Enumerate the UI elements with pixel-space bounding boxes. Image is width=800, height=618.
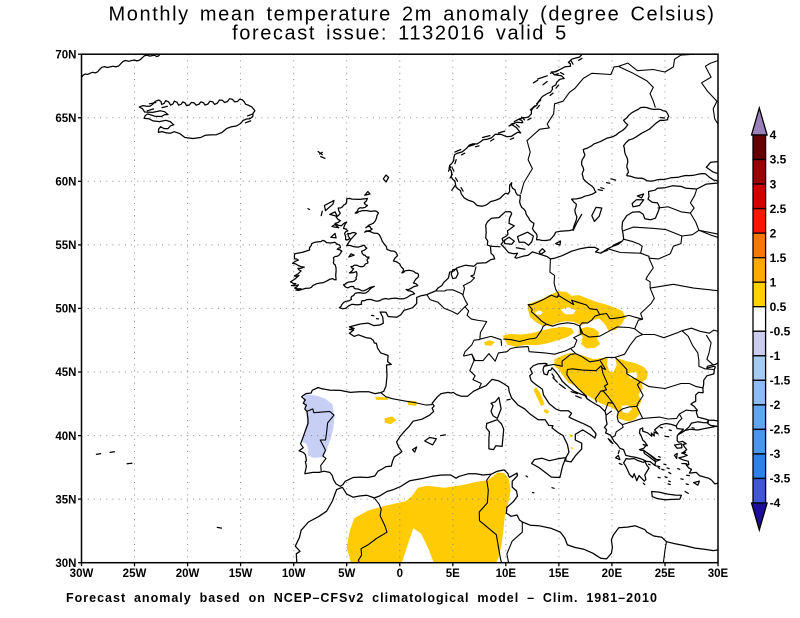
svg-text:40N: 40N (55, 431, 76, 443)
svg-text:-3: -3 (770, 447, 781, 461)
svg-text:2.5: 2.5 (770, 202, 787, 216)
svg-text:60N: 60N (55, 177, 76, 189)
svg-text:10W: 10W (282, 568, 306, 580)
svg-text:15W: 15W (229, 568, 253, 580)
svg-text:45N: 45N (55, 367, 76, 379)
svg-text:-2.5: -2.5 (770, 423, 791, 437)
svg-text:1: 1 (770, 275, 777, 289)
svg-text:25E: 25E (655, 568, 676, 580)
svg-text:20E: 20E (602, 568, 623, 580)
svg-text:70N: 70N (55, 49, 76, 61)
svg-text:-1: -1 (770, 349, 781, 363)
svg-text:65N: 65N (55, 113, 76, 125)
svg-text:forecast issue: 1132016 valid: forecast issue: 1132016 valid 5 (232, 23, 568, 45)
svg-text:10E: 10E (496, 568, 517, 580)
svg-text:Monthly mean temperature 2m an: Monthly mean temperature 2m anomaly (deg… (109, 4, 716, 26)
svg-text:30E: 30E (708, 568, 729, 580)
svg-text:20W: 20W (176, 568, 200, 580)
svg-text:2: 2 (770, 226, 777, 240)
svg-text:5E: 5E (446, 568, 460, 580)
svg-text:25W: 25W (123, 568, 147, 580)
svg-text:5W: 5W (338, 568, 355, 580)
svg-text:0: 0 (397, 568, 403, 580)
svg-text:30N: 30N (55, 558, 76, 570)
svg-text:-2: -2 (770, 398, 781, 412)
svg-text:-1.5: -1.5 (770, 374, 791, 388)
svg-text:35N: 35N (55, 494, 76, 506)
svg-text:15E: 15E (549, 568, 570, 580)
svg-text:Forecast anomaly based on NCEP: Forecast anomaly based on NCEP–CFSv2 cli… (66, 591, 658, 605)
svg-text:1.5: 1.5 (770, 251, 787, 265)
svg-text:3: 3 (770, 177, 777, 191)
svg-text:-3.5: -3.5 (770, 472, 791, 486)
svg-text:-4: -4 (770, 496, 781, 510)
svg-text:30W: 30W (70, 568, 94, 580)
svg-text:50N: 50N (55, 304, 76, 316)
svg-text:55N: 55N (55, 240, 76, 252)
svg-text:4: 4 (770, 128, 777, 142)
svg-text:-0.5: -0.5 (770, 325, 791, 339)
svg-text:0.5: 0.5 (770, 300, 787, 314)
svg-text:3.5: 3.5 (770, 153, 787, 167)
